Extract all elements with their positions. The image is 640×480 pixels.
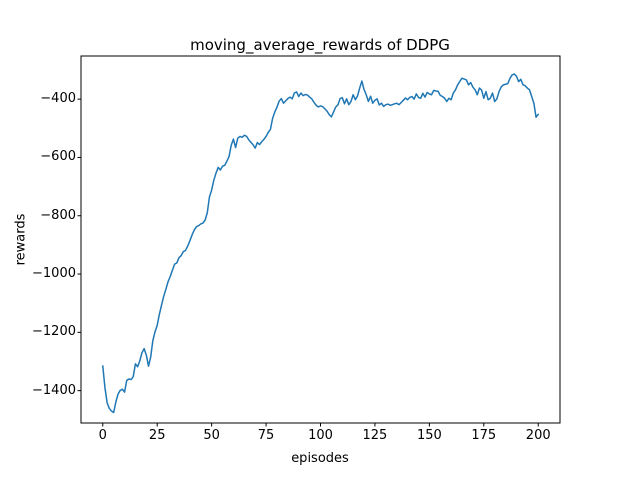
axes-spines	[80, 55, 561, 424]
x-tick-label: 50	[203, 428, 220, 443]
tick-marks	[77, 98, 539, 427]
x-tick-label: 100	[308, 428, 333, 443]
y-tick-label: −1400	[32, 382, 76, 398]
x-tick-label: 150	[416, 428, 442, 443]
chart-title: moving_average_rewards of DDPG	[190, 36, 450, 54]
y-tick-label: −800	[40, 207, 76, 223]
reward-line	[102, 73, 539, 414]
y-axis-label: rewards	[13, 213, 29, 266]
x-tick-label: 125	[362, 428, 388, 443]
x-tick-label: 25	[148, 428, 166, 443]
y-tick-label: −1000	[32, 266, 76, 282]
x-tick-label: 0	[98, 428, 107, 443]
y-tick-label: −600	[40, 149, 76, 165]
y-tick-label: −400	[40, 91, 76, 107]
x-tick-label: 175	[471, 428, 497, 443]
x-axis-label: episodes	[291, 451, 349, 466]
x-tick-label: 200	[525, 428, 551, 443]
y-tick-label: −1200	[32, 324, 76, 340]
x-tick-label: 75	[257, 428, 275, 443]
